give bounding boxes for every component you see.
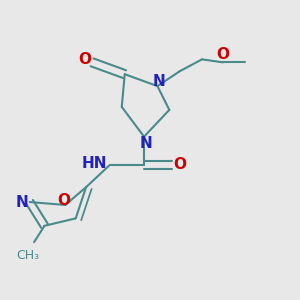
Text: O: O	[216, 47, 229, 62]
Text: N: N	[139, 136, 152, 151]
Text: HN: HN	[81, 156, 107, 171]
Text: O: O	[57, 193, 70, 208]
Text: O: O	[78, 52, 91, 67]
Text: N: N	[152, 74, 165, 89]
Text: N: N	[16, 194, 28, 209]
Text: O: O	[173, 158, 186, 172]
Text: CH₃: CH₃	[16, 249, 40, 262]
